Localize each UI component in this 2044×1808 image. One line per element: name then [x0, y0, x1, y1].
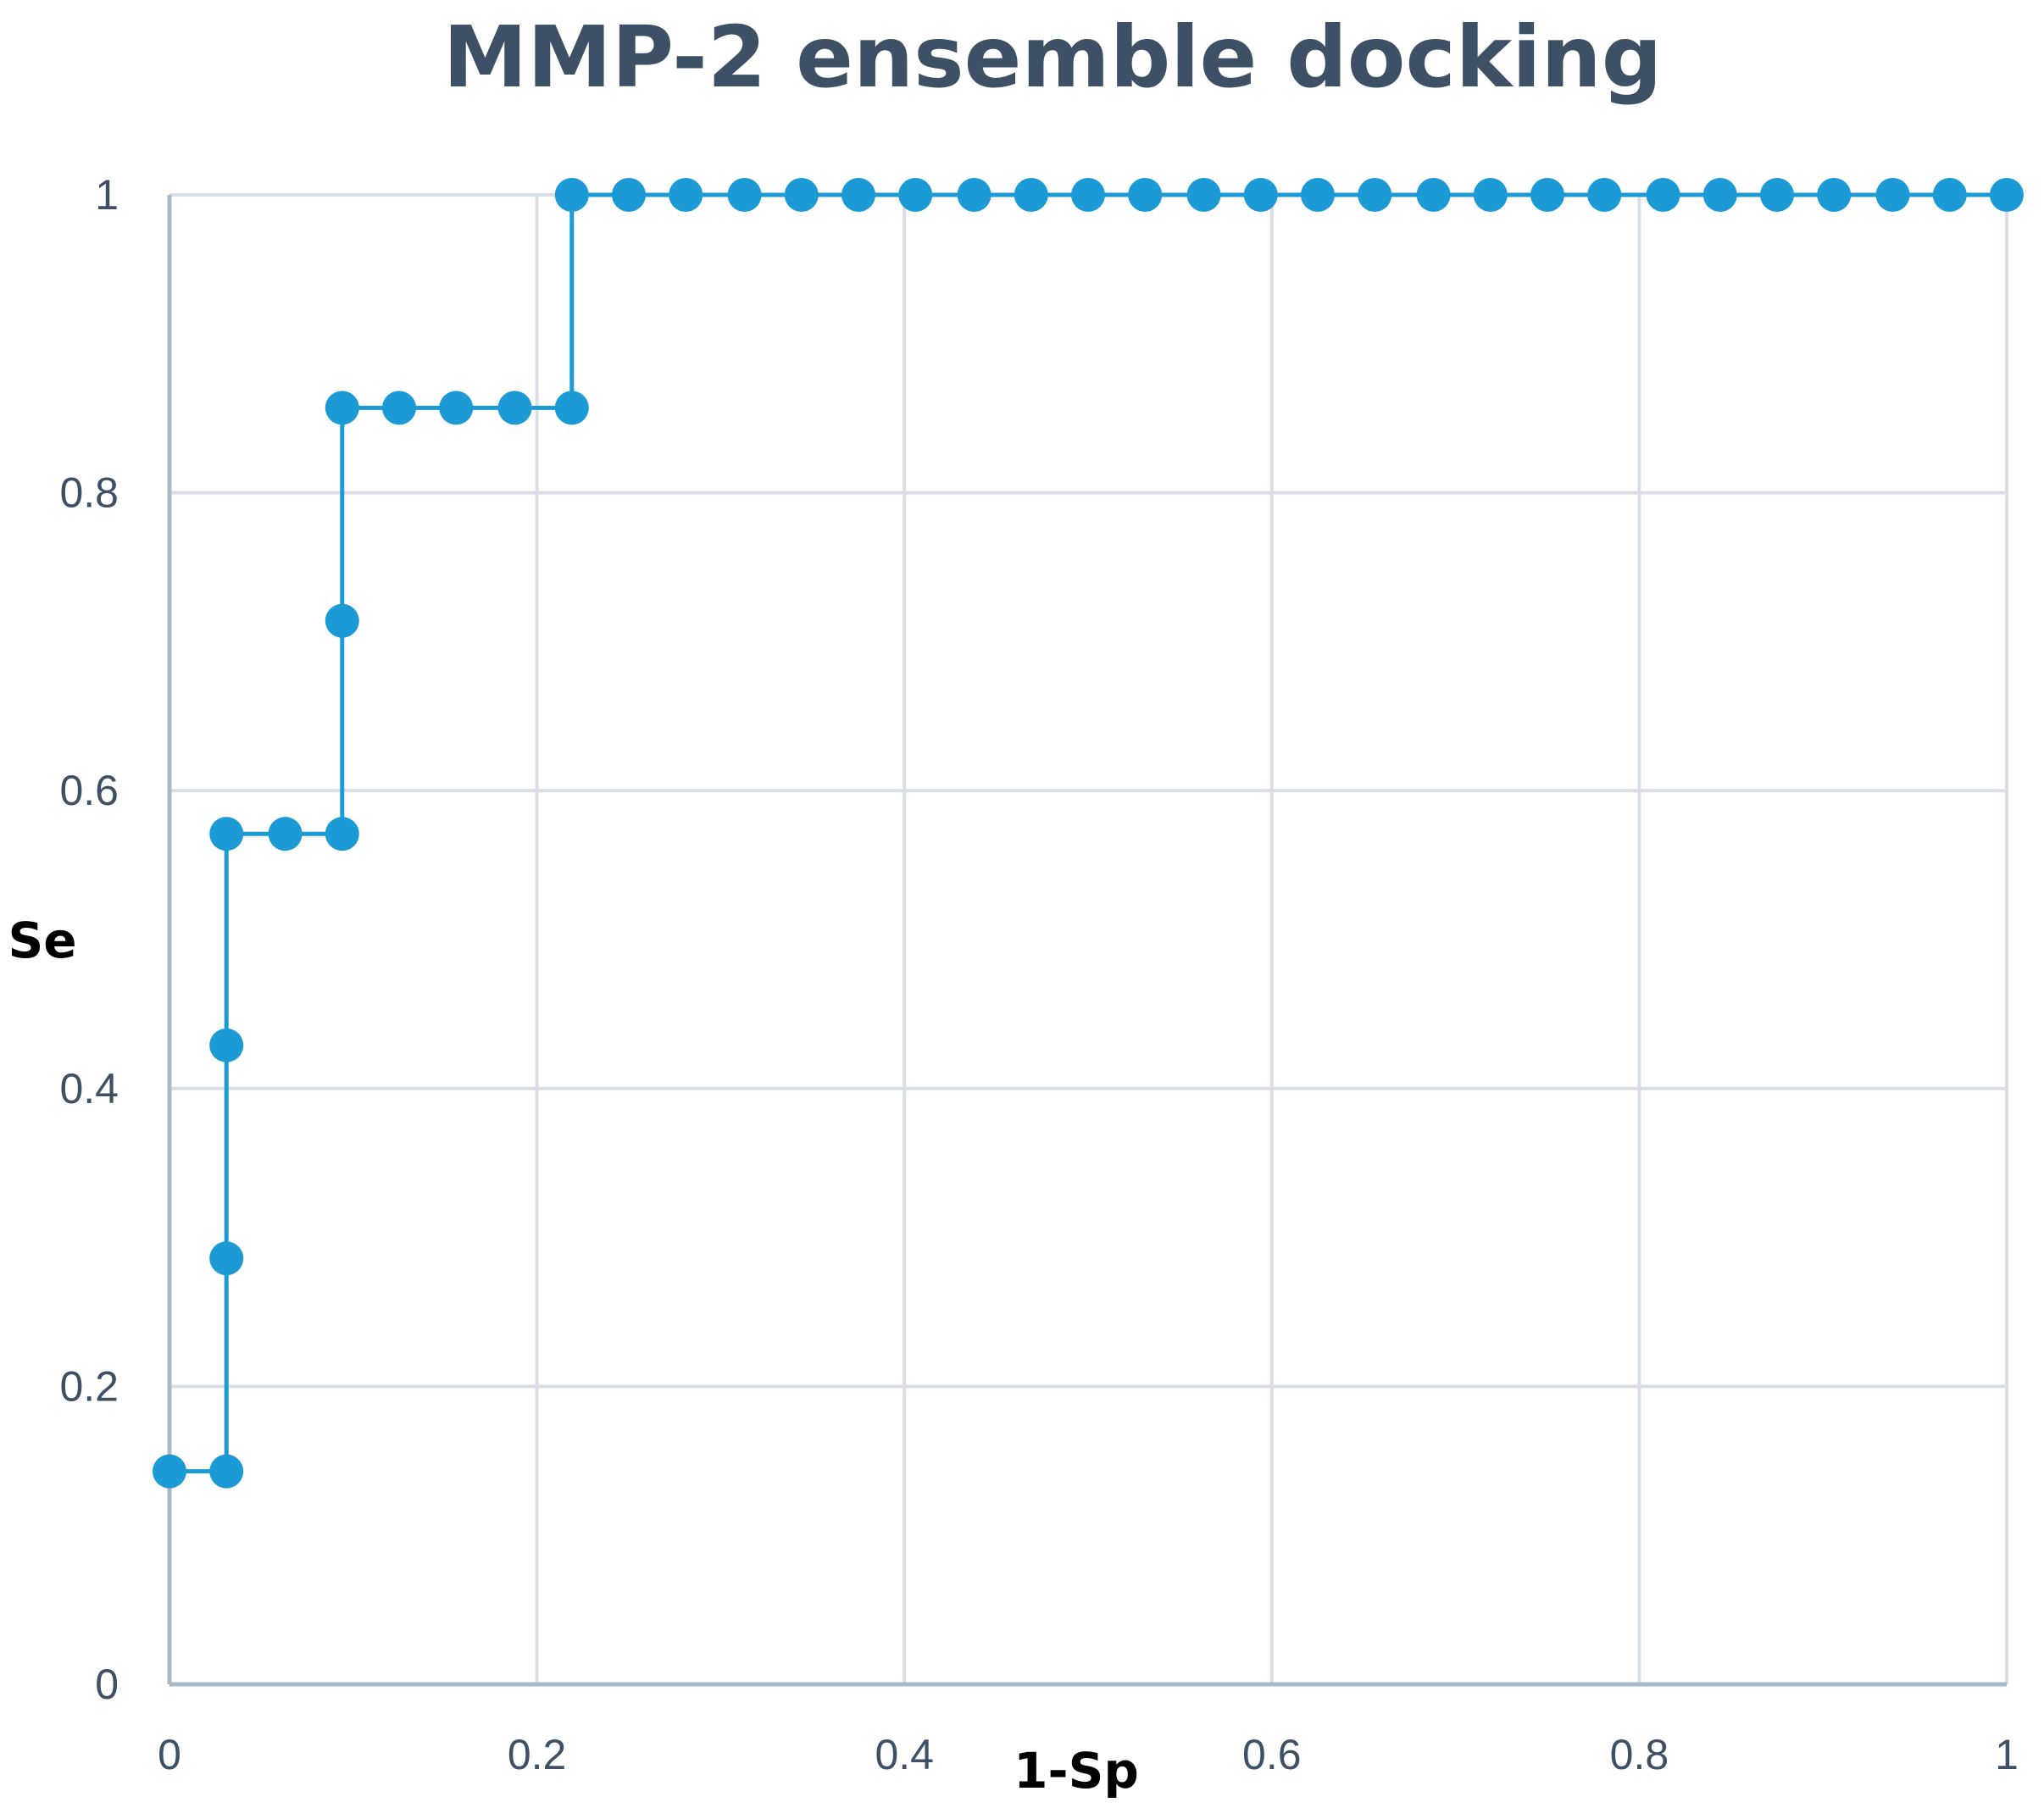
data-point	[1014, 178, 1048, 212]
data-point	[497, 391, 532, 425]
chart-title: MMP-2 ensemble docking	[443, 8, 1663, 107]
data-point	[669, 178, 703, 212]
y-tick-label: 0.4	[59, 1065, 119, 1112]
data-point	[1186, 178, 1221, 212]
data-point	[1702, 178, 1737, 212]
data-point	[325, 391, 359, 425]
data-point	[1990, 178, 2024, 212]
data-point	[898, 178, 933, 212]
data-point	[784, 178, 819, 212]
tick-labels: 0 0.2 0.4 0.6 0.8 1 0 0.2 0.4 0.6 0.8 1	[59, 171, 2018, 1778]
x-tick-label: 1	[1995, 1731, 2019, 1778]
x-tick-label: 0.4	[875, 1731, 934, 1778]
y-tick-label: 0.6	[59, 767, 119, 814]
data-point	[1646, 178, 1680, 212]
data-point	[1473, 178, 1508, 212]
data-point	[325, 603, 359, 638]
data-point	[209, 817, 244, 851]
data-point	[209, 1241, 244, 1276]
data-point	[1416, 178, 1451, 212]
data-point	[1817, 178, 1852, 212]
data-point	[1358, 178, 1392, 212]
data-point	[1530, 178, 1564, 212]
data-point	[1875, 178, 1910, 212]
series-line	[169, 192, 2007, 1474]
data-point	[1071, 178, 1105, 212]
data-point	[382, 391, 416, 425]
y-tick-label: 0.2	[59, 1362, 119, 1410]
data-point	[554, 391, 589, 425]
data-point	[1128, 178, 1163, 212]
series-se	[153, 178, 2024, 1489]
y-tick-label: 0.8	[59, 469, 119, 517]
data-point	[1587, 178, 1622, 212]
x-tick-label: 0.6	[1242, 1731, 1302, 1778]
data-point	[957, 178, 991, 212]
data-point	[1243, 178, 1278, 212]
data-point	[153, 1454, 186, 1489]
data-point	[727, 178, 762, 212]
data-point	[325, 817, 359, 851]
x-tick-label: 0	[158, 1731, 181, 1778]
data-point	[209, 1454, 244, 1489]
data-point	[209, 1028, 244, 1062]
data-point	[268, 817, 303, 851]
axes	[167, 195, 2007, 1687]
x-axis-label: 1-Sp	[1014, 1742, 1139, 1800]
data-point	[1932, 178, 1967, 212]
data-point	[1760, 178, 1794, 212]
data-point	[554, 178, 589, 212]
data-point	[439, 391, 474, 425]
y-tick-label: 0	[95, 1661, 119, 1708]
x-tick-label: 0.8	[1610, 1731, 1669, 1778]
x-tick-label: 0.2	[508, 1731, 567, 1778]
data-point	[841, 178, 875, 212]
data-point	[612, 178, 646, 212]
data-point	[1301, 178, 1335, 212]
y-tick-label: 1	[95, 171, 119, 219]
y-axis-label: Se	[8, 912, 76, 969]
